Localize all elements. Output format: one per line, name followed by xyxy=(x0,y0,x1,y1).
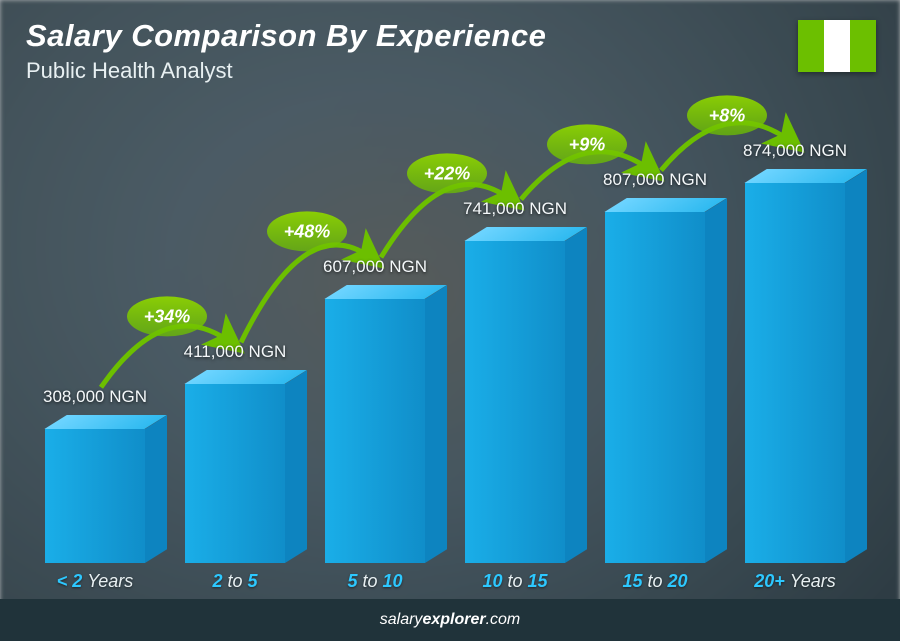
footer-text-3: .com xyxy=(486,611,521,628)
x-axis-label: 15 to 20 xyxy=(596,563,714,599)
content: Salary Comparison By Experience Public H… xyxy=(0,0,900,641)
bar-value-label: 308,000 NGN xyxy=(43,387,147,407)
x-axis-label: 10 to 15 xyxy=(456,563,574,599)
x-axis-label: < 2 Years xyxy=(36,563,154,599)
x-axis-label: 5 to 10 xyxy=(316,563,434,599)
x-axis-label: 20+ Years xyxy=(736,563,854,599)
bar-value-label: 411,000 NGN xyxy=(184,342,287,362)
bar-slot: 874,000 NGN xyxy=(736,83,854,563)
bar-slot: 741,000 NGN xyxy=(456,83,574,563)
chart-title: Salary Comparison By Experience xyxy=(26,18,546,54)
bar-value-label: 741,000 NGN xyxy=(463,199,567,219)
bar-chart: +34%+48%+22%+9%+8% 308,000 NGN411,000 NG… xyxy=(30,69,860,599)
x-axis-label: 2 to 5 xyxy=(176,563,294,599)
flag-nigeria-icon xyxy=(798,20,876,72)
footer-text-1: salary xyxy=(380,611,423,628)
bar-slot: 308,000 NGN xyxy=(36,83,154,563)
footer-credit: salaryexplorer.com xyxy=(0,599,900,641)
bar-value-label: 807,000 NGN xyxy=(603,170,707,190)
footer-text-2: explorer xyxy=(422,611,485,628)
bars-container: 308,000 NGN 411,000 NGN 607,000 NGN 741,000… xyxy=(30,83,860,563)
bar-slot: 607,000 NGN xyxy=(316,83,434,563)
bar-value-label: 874,000 NGN xyxy=(743,141,847,161)
bar-slot: 411,000 NGN xyxy=(176,83,294,563)
bar-slot: 807,000 NGN xyxy=(596,83,714,563)
bar-value-label: 607,000 NGN xyxy=(323,257,427,277)
x-axis-labels: < 2 Years 2 to 5 5 to 10 10 to 15 15 to 20 20… xyxy=(30,563,860,599)
